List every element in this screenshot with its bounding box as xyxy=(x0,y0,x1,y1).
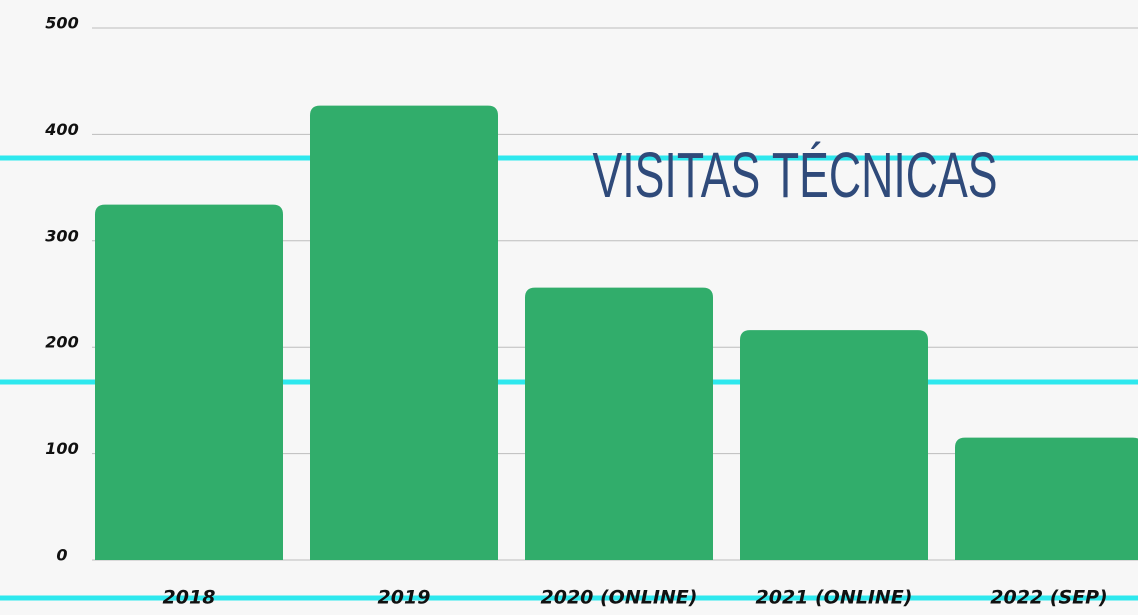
y-tick-label: 0 xyxy=(56,546,67,565)
x-tick-label: 2022 (SEP) xyxy=(990,587,1107,609)
bar xyxy=(955,437,1138,560)
y-tick-label: 100 xyxy=(45,439,78,458)
y-tick-label: 500 xyxy=(45,14,78,33)
bar xyxy=(95,204,283,560)
bar xyxy=(740,330,928,560)
x-tick-label: 2018 xyxy=(163,587,216,609)
x-tick-label: 2020 (ONLINE) xyxy=(541,587,698,609)
chart-title: VISITAS TÉCNICAS xyxy=(593,139,998,211)
y-tick-label: 200 xyxy=(45,333,78,352)
x-tick-label: 2019 xyxy=(378,587,431,609)
x-tick-label: 2021 (ONLINE) xyxy=(756,587,913,609)
bars xyxy=(95,105,1138,560)
bar xyxy=(525,287,713,560)
y-tick-label: 300 xyxy=(45,226,78,245)
bar xyxy=(310,105,498,560)
y-tick-label: 400 xyxy=(44,120,78,139)
